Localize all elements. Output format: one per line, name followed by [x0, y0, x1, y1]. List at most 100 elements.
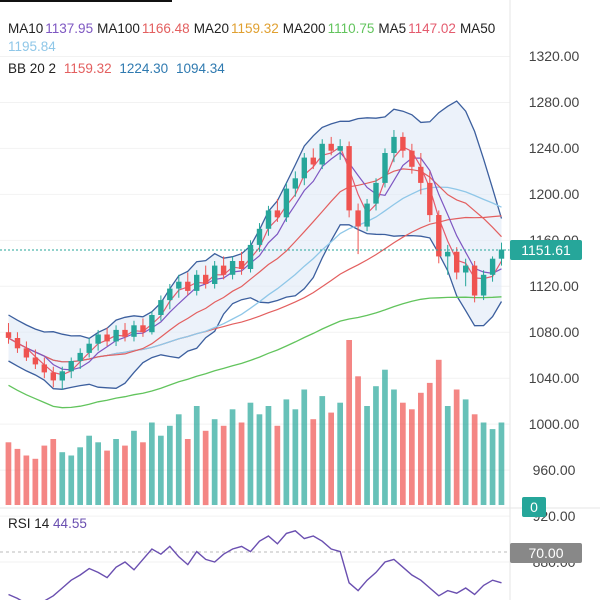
candle-body	[95, 334, 101, 344]
candle	[50, 366, 56, 388]
candle	[104, 327, 110, 347]
volume-bar	[400, 402, 406, 505]
candle-body	[23, 348, 30, 358]
candle-body	[319, 143, 325, 165]
volume-bar	[211, 419, 218, 505]
volume-bar	[104, 450, 110, 506]
volume-bar	[95, 442, 101, 505]
legend-value-ma100: 1166.48	[141, 21, 190, 36]
rsi-legend: RSI 14 44.55	[8, 516, 87, 531]
candle-body	[176, 281, 182, 289]
volume-bar	[301, 389, 308, 505]
candle	[418, 153, 424, 195]
candle	[194, 270, 200, 296]
bollinger-legend: BB 20 2 1159.32 1224.30 1094.34	[8, 60, 229, 77]
volume-bar	[426, 382, 433, 505]
volume-bar	[292, 409, 299, 505]
volume-bar	[140, 442, 146, 505]
candle-body	[41, 364, 47, 373]
volume-bar	[444, 406, 451, 505]
price-tick-label: 1040.00	[528, 370, 580, 387]
candle-body	[167, 288, 173, 301]
candle-body	[301, 157, 307, 179]
candle	[489, 256, 496, 282]
candle	[301, 153, 307, 186]
volume-bar	[489, 429, 496, 505]
candle	[41, 357, 47, 379]
volume-bar	[247, 402, 254, 505]
volume-bar	[229, 409, 236, 505]
candle-body	[185, 281, 191, 291]
rsi-label: RSI 14	[8, 516, 50, 531]
candle-body	[400, 136, 406, 151]
volume-bar	[238, 422, 245, 505]
candle-body	[274, 210, 281, 218]
candle	[283, 182, 290, 222]
volume-bar	[391, 389, 397, 505]
volume-bar	[355, 376, 361, 505]
candle	[310, 148, 316, 170]
rsi-line	[8, 530, 502, 600]
candle-body	[409, 150, 415, 167]
candle	[23, 341, 30, 361]
candle	[32, 349, 39, 369]
price-tick-label: 1080.00	[528, 324, 580, 341]
candle-body	[5, 332, 12, 338]
candle-body	[445, 251, 451, 257]
volume-bar	[167, 425, 173, 505]
candle	[122, 323, 128, 342]
candle	[5, 323, 12, 344]
candle	[463, 258, 469, 287]
legend-label-ma20: MA20	[193, 21, 229, 36]
candle-body	[122, 329, 128, 337]
candle-body	[310, 157, 316, 165]
volume-bar	[149, 422, 155, 505]
volume-bar	[68, 455, 75, 505]
ma200-line	[8, 296, 502, 409]
candle-body	[256, 228, 263, 245]
volume-bar	[471, 414, 478, 506]
volume-histogram	[5, 340, 505, 506]
candle	[346, 141, 352, 218]
candle	[471, 261, 478, 303]
candle	[256, 223, 263, 252]
volume-bar	[256, 414, 263, 506]
candle	[185, 272, 191, 296]
candlestick-series	[5, 130, 505, 390]
candle-body	[454, 251, 460, 273]
candle	[373, 178, 379, 211]
candle	[203, 265, 209, 289]
volume-bar	[113, 439, 119, 505]
candle-body	[498, 249, 505, 259]
candle	[337, 139, 343, 160]
price-tick-label: 960.00	[532, 462, 576, 479]
top-accent-bar	[0, 0, 172, 2]
candle-body	[220, 265, 227, 275]
candle	[409, 143, 415, 174]
volume-bar	[435, 359, 442, 505]
volume-bar	[337, 402, 343, 505]
ma10-line	[8, 151, 502, 371]
legend-label-ma50: MA50	[459, 21, 496, 36]
bollinger-upper-line	[8, 100, 503, 340]
volume-bar	[382, 369, 388, 505]
candle-body	[292, 178, 298, 189]
candle	[274, 198, 281, 222]
candle-body	[14, 338, 21, 349]
candle	[95, 329, 101, 351]
candle	[140, 318, 146, 337]
volume-bar	[498, 422, 505, 505]
candle-body	[373, 182, 379, 204]
legend-label-ma200: MA200	[282, 21, 326, 36]
volume-bar	[346, 340, 352, 505]
volume-bar	[409, 409, 415, 505]
candle	[498, 242, 505, 266]
candle-body	[113, 329, 119, 342]
ma50-value: 1195.84	[8, 39, 56, 54]
ma50-value-legend: 1195.84	[8, 38, 60, 55]
candle-body	[229, 261, 236, 275]
candle	[59, 366, 65, 390]
volume-bar	[310, 419, 317, 505]
candle	[113, 325, 119, 347]
